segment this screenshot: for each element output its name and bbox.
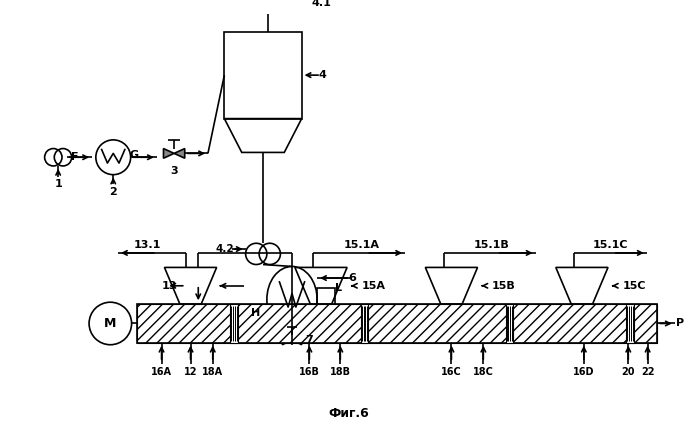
Text: 2: 2: [109, 187, 117, 197]
Text: 6: 6: [348, 273, 356, 283]
Bar: [224, 32, 302, 118]
Text: 16A: 16A: [151, 367, 172, 377]
Text: 16C: 16C: [441, 367, 462, 377]
Text: P: P: [677, 319, 684, 329]
Text: F: F: [71, 152, 78, 162]
Polygon shape: [282, 335, 292, 345]
Polygon shape: [174, 148, 185, 158]
Text: 13: 13: [161, 281, 177, 291]
Polygon shape: [164, 148, 174, 158]
Text: 20: 20: [621, 367, 635, 377]
Text: 16D: 16D: [573, 367, 595, 377]
Text: M: M: [104, 317, 117, 330]
Polygon shape: [292, 335, 302, 345]
Bar: [138, 304, 657, 343]
Text: 15C: 15C: [623, 281, 646, 291]
Text: 18C: 18C: [473, 367, 493, 377]
Text: 13.1: 13.1: [134, 240, 161, 250]
Bar: [138, 304, 657, 343]
Text: 4.1: 4.1: [311, 0, 331, 8]
Text: H: H: [251, 308, 260, 318]
Text: 15.1C: 15.1C: [593, 240, 628, 250]
Text: 18A: 18A: [202, 367, 223, 377]
Text: 7: 7: [305, 335, 313, 345]
Text: 12: 12: [184, 367, 197, 377]
Text: Фиг.6: Фиг.6: [329, 407, 369, 420]
Text: 16B: 16B: [299, 367, 320, 377]
Bar: [361, 304, 368, 343]
Text: L: L: [335, 283, 342, 293]
Text: 3: 3: [171, 166, 178, 176]
Text: 4: 4: [319, 70, 327, 80]
Text: 1: 1: [55, 179, 62, 190]
Text: G: G: [130, 150, 139, 160]
Text: 15.1B: 15.1B: [474, 240, 510, 250]
Text: 4.2: 4.2: [215, 244, 234, 254]
Text: 15.1A: 15.1A: [344, 240, 380, 250]
Bar: [505, 304, 513, 343]
Text: 15B: 15B: [492, 281, 516, 291]
Bar: [317, 288, 335, 311]
Text: 15A: 15A: [361, 281, 386, 291]
Text: 22: 22: [641, 367, 654, 377]
Text: 18B: 18B: [330, 367, 351, 377]
Bar: [626, 304, 634, 343]
Bar: [230, 304, 238, 343]
